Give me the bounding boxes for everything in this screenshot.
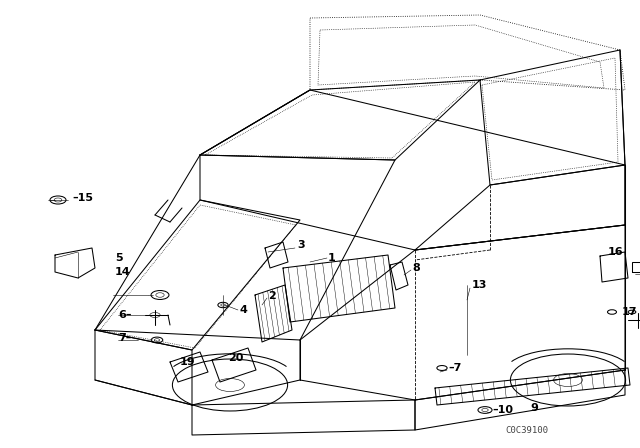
Text: 2: 2: [268, 291, 276, 301]
Text: 14: 14: [115, 267, 131, 277]
Text: 19: 19: [180, 357, 196, 367]
Text: C0C39100: C0C39100: [506, 426, 548, 435]
Text: 5: 5: [115, 253, 123, 263]
Text: –15: –15: [72, 193, 93, 203]
Text: 8: 8: [412, 263, 420, 273]
Text: 9: 9: [530, 403, 538, 413]
Text: 16: 16: [608, 247, 623, 257]
Text: 3: 3: [297, 240, 305, 250]
Text: 17: 17: [622, 307, 637, 317]
Text: 13: 13: [472, 280, 488, 290]
Text: –10: –10: [492, 405, 513, 415]
Text: –7: –7: [448, 363, 461, 373]
Text: 4: 4: [240, 305, 248, 315]
Text: 6–: 6–: [118, 310, 131, 320]
Text: 1: 1: [328, 253, 336, 263]
Text: 7–: 7–: [118, 333, 131, 343]
Text: 20: 20: [228, 353, 243, 363]
